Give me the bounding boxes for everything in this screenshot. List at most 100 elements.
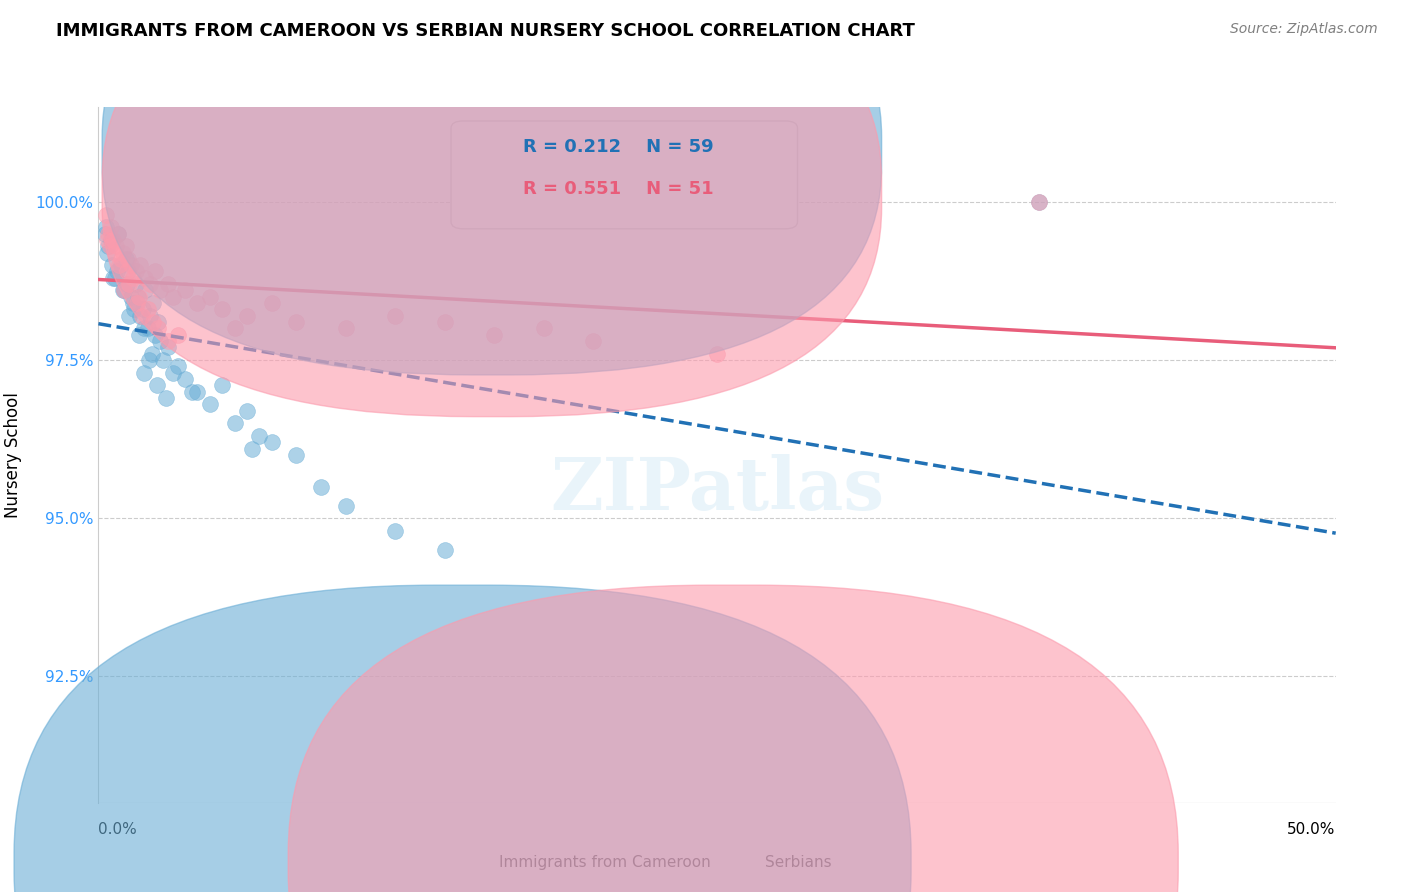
Point: [117, 264, 139, 278]
Point: [174, 284, 197, 298]
Point: [186, 296, 208, 310]
Point: [166, 327, 188, 342]
Point: [236, 309, 259, 323]
Point: [136, 302, 159, 317]
Point: [285, 448, 308, 462]
Point: [146, 321, 169, 335]
Point: [132, 302, 155, 317]
Point: [155, 391, 177, 405]
FancyBboxPatch shape: [451, 121, 797, 229]
Text: IMMIGRANTS FROM CAMEROON VS SERBIAN NURSERY SCHOOL CORRELATION CHART: IMMIGRANTS FROM CAMEROON VS SERBIAN NURS…: [56, 22, 915, 40]
Point: [706, 347, 728, 361]
Point: [115, 264, 138, 278]
Point: [143, 327, 166, 342]
Point: [156, 340, 179, 354]
Point: [120, 290, 142, 304]
Text: R = 0.551    N = 51: R = 0.551 N = 51: [523, 180, 713, 198]
FancyBboxPatch shape: [103, 0, 882, 417]
Point: [118, 309, 141, 323]
Point: [1028, 194, 1050, 209]
Point: [105, 264, 128, 278]
Point: [120, 258, 142, 272]
Point: [143, 264, 166, 278]
Y-axis label: Nursery School: Nursery School: [4, 392, 21, 518]
Point: [107, 227, 129, 241]
Text: Serbians: Serbians: [765, 855, 831, 870]
Point: [125, 296, 148, 310]
Point: [128, 327, 150, 342]
Point: [166, 359, 188, 374]
Point: [115, 277, 138, 292]
Point: [156, 334, 179, 348]
Point: [134, 321, 156, 335]
Point: [146, 315, 169, 329]
Point: [224, 321, 246, 335]
Point: [100, 220, 122, 235]
Point: [156, 277, 179, 292]
Point: [240, 442, 263, 456]
Point: [211, 302, 233, 317]
Point: [309, 479, 332, 493]
Point: [100, 233, 122, 247]
Point: [122, 296, 145, 310]
Point: [117, 252, 139, 266]
Point: [582, 334, 605, 348]
Text: 0.0%: 0.0%: [98, 822, 138, 837]
Point: [174, 372, 197, 386]
Point: [124, 277, 146, 292]
Point: [103, 270, 125, 285]
Point: [114, 239, 136, 253]
Point: [1028, 194, 1050, 209]
Point: [96, 245, 118, 260]
Point: [136, 321, 159, 335]
Point: [98, 239, 121, 253]
Point: [96, 233, 118, 247]
Point: [124, 264, 146, 278]
Point: [129, 258, 152, 272]
Point: [103, 233, 125, 247]
Point: [101, 258, 124, 272]
Point: [260, 435, 283, 450]
Point: [129, 309, 152, 323]
Point: [198, 290, 221, 304]
Point: [142, 296, 165, 310]
Point: [103, 270, 125, 285]
Point: [181, 384, 204, 399]
Point: [224, 417, 246, 431]
Point: [162, 290, 184, 304]
Point: [162, 366, 184, 380]
Point: [134, 270, 156, 285]
Point: [128, 290, 150, 304]
Point: [335, 321, 357, 335]
Point: [145, 378, 167, 392]
Point: [112, 284, 135, 298]
Point: [97, 227, 120, 241]
Text: R = 0.212    N = 59: R = 0.212 N = 59: [523, 138, 713, 156]
Point: [94, 220, 117, 235]
Text: ZIPatlas: ZIPatlas: [550, 454, 884, 525]
Point: [138, 353, 160, 368]
Point: [110, 252, 132, 266]
Point: [142, 315, 165, 329]
Point: [122, 270, 145, 285]
Point: [484, 327, 506, 342]
Point: [433, 542, 456, 557]
Point: [131, 309, 153, 323]
Point: [433, 315, 456, 329]
Point: [124, 302, 146, 317]
Point: [97, 239, 120, 253]
Point: [198, 397, 221, 411]
Point: [103, 245, 125, 260]
Point: [112, 245, 135, 260]
Point: [186, 384, 208, 399]
Point: [139, 277, 162, 292]
Point: [125, 296, 148, 310]
Point: [211, 378, 233, 392]
Point: [247, 429, 270, 443]
Point: [141, 347, 163, 361]
Point: [108, 258, 131, 272]
Point: [152, 353, 174, 368]
Point: [260, 296, 283, 310]
Point: [112, 284, 135, 298]
Point: [149, 284, 172, 298]
